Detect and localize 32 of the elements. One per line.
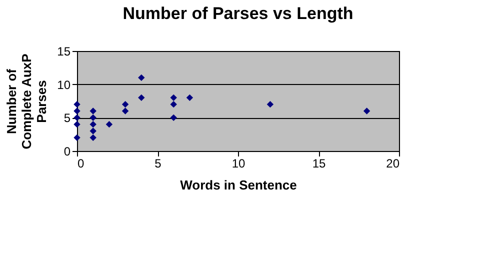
y-tick-label: 10 xyxy=(57,78,71,92)
x-tick-label: 15 xyxy=(312,156,326,170)
point xyxy=(170,94,177,102)
point xyxy=(74,120,80,128)
x-axis-title: Words in Sentence xyxy=(180,178,297,192)
y-tick-label: 15 xyxy=(57,44,71,58)
point xyxy=(90,108,96,114)
point xyxy=(122,108,129,114)
y-axis-title: Number of Complete AuxP Parses xyxy=(4,53,50,150)
point xyxy=(170,114,177,122)
point xyxy=(74,100,80,108)
point xyxy=(138,94,145,102)
point xyxy=(122,100,129,108)
y-tick-label: 5 xyxy=(64,111,71,126)
point xyxy=(186,94,194,102)
point xyxy=(74,108,80,114)
x-tick-label: 0 xyxy=(78,156,84,170)
point xyxy=(170,100,177,108)
point xyxy=(90,134,96,142)
point xyxy=(90,128,96,134)
point xyxy=(266,100,274,108)
point xyxy=(74,134,80,142)
x-tick-label: 5 xyxy=(154,156,162,170)
point xyxy=(90,120,96,128)
chart-title: Number of Parses vs Length xyxy=(122,4,354,23)
point xyxy=(138,74,145,82)
point xyxy=(90,114,96,122)
y-tick-label: 0 xyxy=(64,144,71,158)
point xyxy=(363,108,370,114)
x-tick-label: 20 xyxy=(386,156,400,170)
point xyxy=(106,120,113,128)
x-tick-label: 10 xyxy=(232,156,246,170)
